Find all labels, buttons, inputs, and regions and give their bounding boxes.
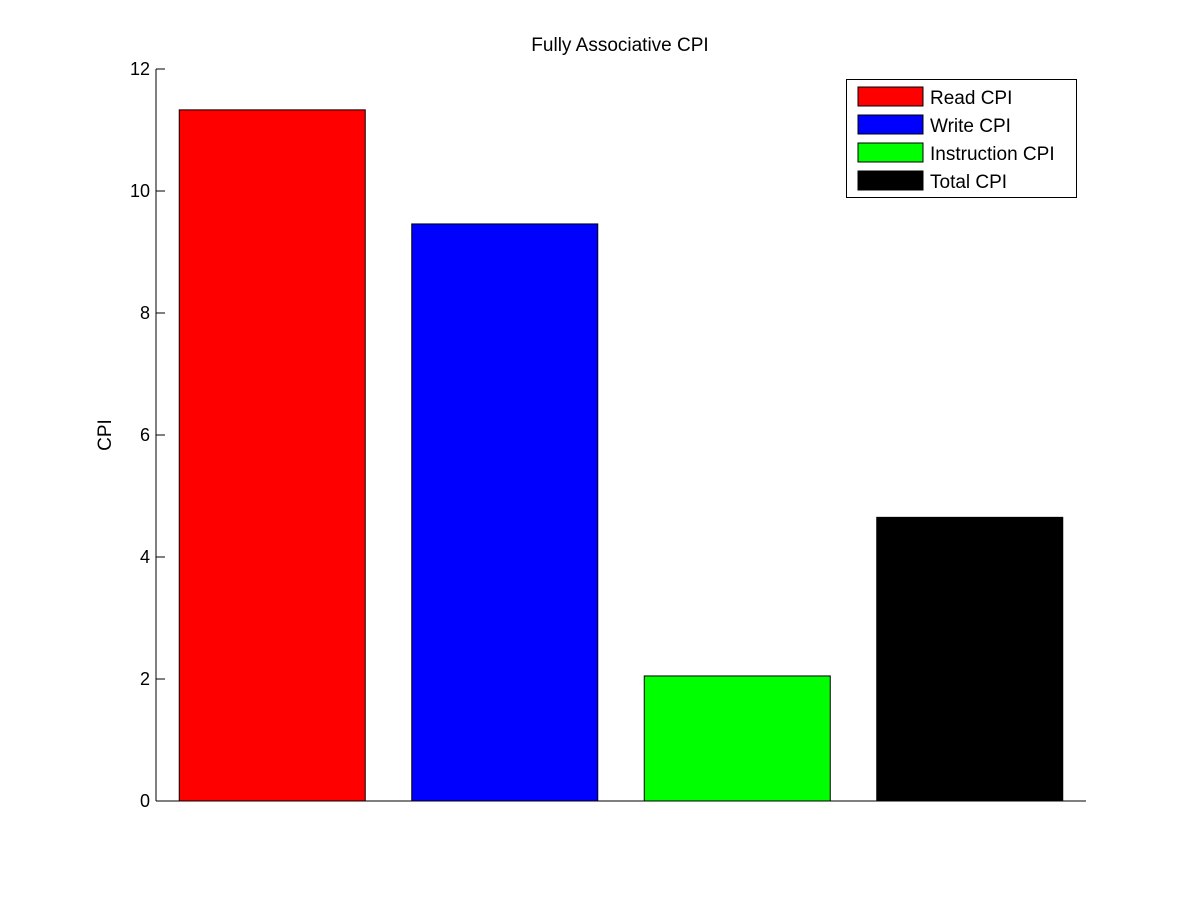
bars xyxy=(178,109,1064,802)
legend-swatch xyxy=(857,86,924,107)
y-axis-label: CPI xyxy=(95,419,116,451)
y-tick-label: 10 xyxy=(130,181,150,201)
bar-total-cpi xyxy=(876,516,1064,802)
y-tick-label: 4 xyxy=(140,547,150,567)
legend-label: Write CPI xyxy=(930,116,1011,137)
bar-read-cpi xyxy=(178,109,366,802)
legend-swatch xyxy=(857,170,924,191)
legend: Read CPI Write CPI Instruction CPI Total CP… xyxy=(846,79,1077,198)
y-tick-label: 0 xyxy=(140,791,150,811)
y-tick-label: 6 xyxy=(140,425,150,445)
legend-swatch xyxy=(857,114,924,135)
legend-label: Read CPI xyxy=(930,88,1012,109)
y-ticks: 0 2 4 6 8 10 12 xyxy=(130,59,165,811)
legend-swatch xyxy=(857,142,924,163)
chart-title: Fully Associative CPI xyxy=(531,35,708,56)
legend-label: Total CPI xyxy=(930,172,1007,193)
y-tick-label: 8 xyxy=(140,303,150,323)
y-tick-label: 12 xyxy=(130,59,150,79)
y-tick-label: 2 xyxy=(140,669,150,689)
bar-write-cpi xyxy=(411,223,599,802)
bar-instruction-cpi xyxy=(643,675,831,802)
legend-label: Instruction CPI xyxy=(930,144,1055,165)
